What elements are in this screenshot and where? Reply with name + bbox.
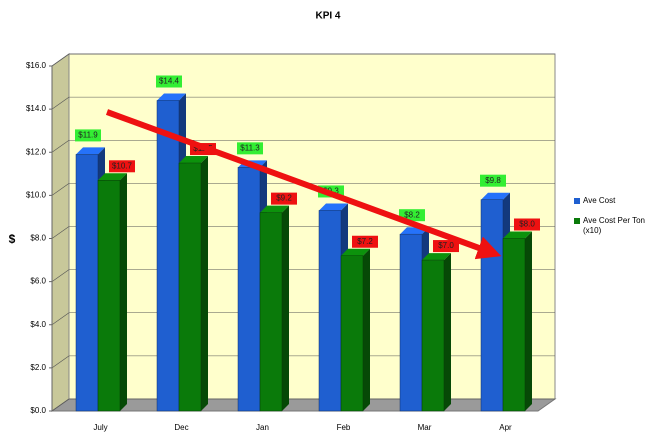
grid-line [51,312,70,325]
data-label: $8.2 [404,210,420,219]
bar [75,154,99,412]
legend-swatch [574,198,580,204]
bar-top [481,192,510,200]
data-label-bg [237,142,263,155]
x-tick-label: Mar [418,423,432,432]
bar [421,259,445,412]
x-tick-label: Jan [256,423,269,432]
bar-top [157,93,186,101]
legend-label: Ave Cost [583,196,616,205]
floor [50,398,557,412]
bar-side [525,231,532,411]
x-tick-label: Dec [174,423,188,432]
bar [237,167,261,412]
bar-top [260,205,289,213]
legend-label: Ave Cost Per Ton (x10) [583,216,645,235]
data-label: $7.0 [438,241,454,250]
bar [318,210,342,412]
grid-line [51,96,70,110]
data-label: $11.9 [78,131,98,140]
bar [399,233,423,412]
y-tick-label: $6.0 [30,277,46,286]
bar [502,238,526,412]
bar [340,255,364,412]
grid-line [51,140,70,153]
y-tick-label: $10.0 [26,190,47,199]
y-tick-label: $14.0 [26,104,47,113]
x-tick-label: Feb [337,423,351,432]
grid-line [51,355,70,369]
data-label-bg [271,192,297,205]
bar [259,212,283,412]
x-tick-label: Apr [499,423,512,432]
data-label-bg [433,240,459,253]
data-label-bg [514,218,540,231]
bar-side [282,205,289,411]
y-tick-label: $2.0 [30,363,46,372]
data-label: $11.3 [240,143,260,152]
data-label-bg [75,129,101,142]
data-label: $10.7 [112,161,133,170]
data-label-bg [352,235,378,248]
grid-line [51,269,70,282]
bar-top [503,231,532,239]
y-tick-label: $4.0 [30,320,46,329]
bar-top [76,147,105,155]
grid-line [51,398,70,412]
data-label: $14.4 [159,77,180,86]
legend: Ave Cost Ave Cost Per Ton (x10) [574,196,655,246]
data-label-bg [156,75,182,88]
bar [480,199,504,412]
y-tick-label: $0.0 [30,406,46,415]
data-label: $9.8 [485,176,501,185]
trend-arrow [105,109,502,260]
data-label-bg [109,160,135,173]
bar-side [363,248,370,411]
grid-line [51,226,70,239]
bar-side [444,253,451,411]
grid-line [51,53,70,67]
bar [97,180,121,412]
grid-line [51,183,70,196]
bar-side [201,156,208,411]
legend-item: Ave Cost [574,196,655,206]
bar-top [422,253,451,261]
legend-item: Ave Cost Per Ton (x10) [574,216,655,236]
y-tick-label: $12.0 [26,147,47,156]
y-tick-label: $16.0 [26,61,47,70]
y-axis-label: $ [9,232,16,246]
bar-top [98,173,127,181]
x-tick-label: July [93,423,107,432]
bar-top [179,156,208,164]
bar-top [319,203,348,211]
bar [156,100,180,412]
chart-title: KPI 4 [315,11,340,22]
data-label-bg [480,174,506,187]
legend-swatch [574,218,580,224]
data-label: $7.2 [357,237,373,246]
bar [178,162,202,412]
bar-side [120,173,127,411]
data-label: $8.0 [519,220,535,229]
y-tick-label: $8.0 [30,234,46,243]
data-label: $9.2 [276,194,292,203]
bar-top [341,248,370,256]
